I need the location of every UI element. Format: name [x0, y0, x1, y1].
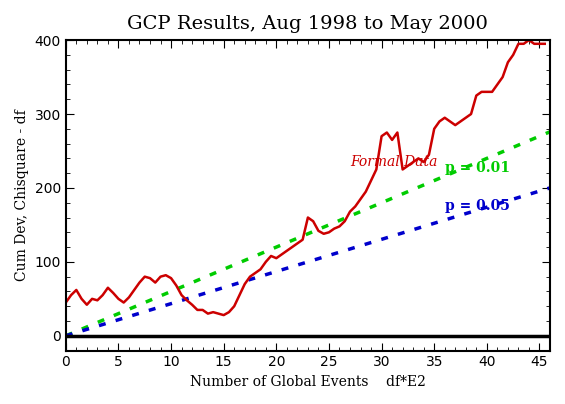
Y-axis label: Cum Dev, Chisquare - df: Cum Dev, Chisquare - df [15, 109, 29, 281]
Text: p = 0.01: p = 0.01 [445, 161, 510, 175]
Text: Formal Data: Formal Data [350, 155, 437, 169]
X-axis label: Number of Global Events    df*E2: Number of Global Events df*E2 [190, 375, 426, 389]
Title: GCP Results, Aug 1998 to May 2000: GCP Results, Aug 1998 to May 2000 [128, 15, 488, 33]
Text: p = 0.05: p = 0.05 [445, 199, 510, 213]
